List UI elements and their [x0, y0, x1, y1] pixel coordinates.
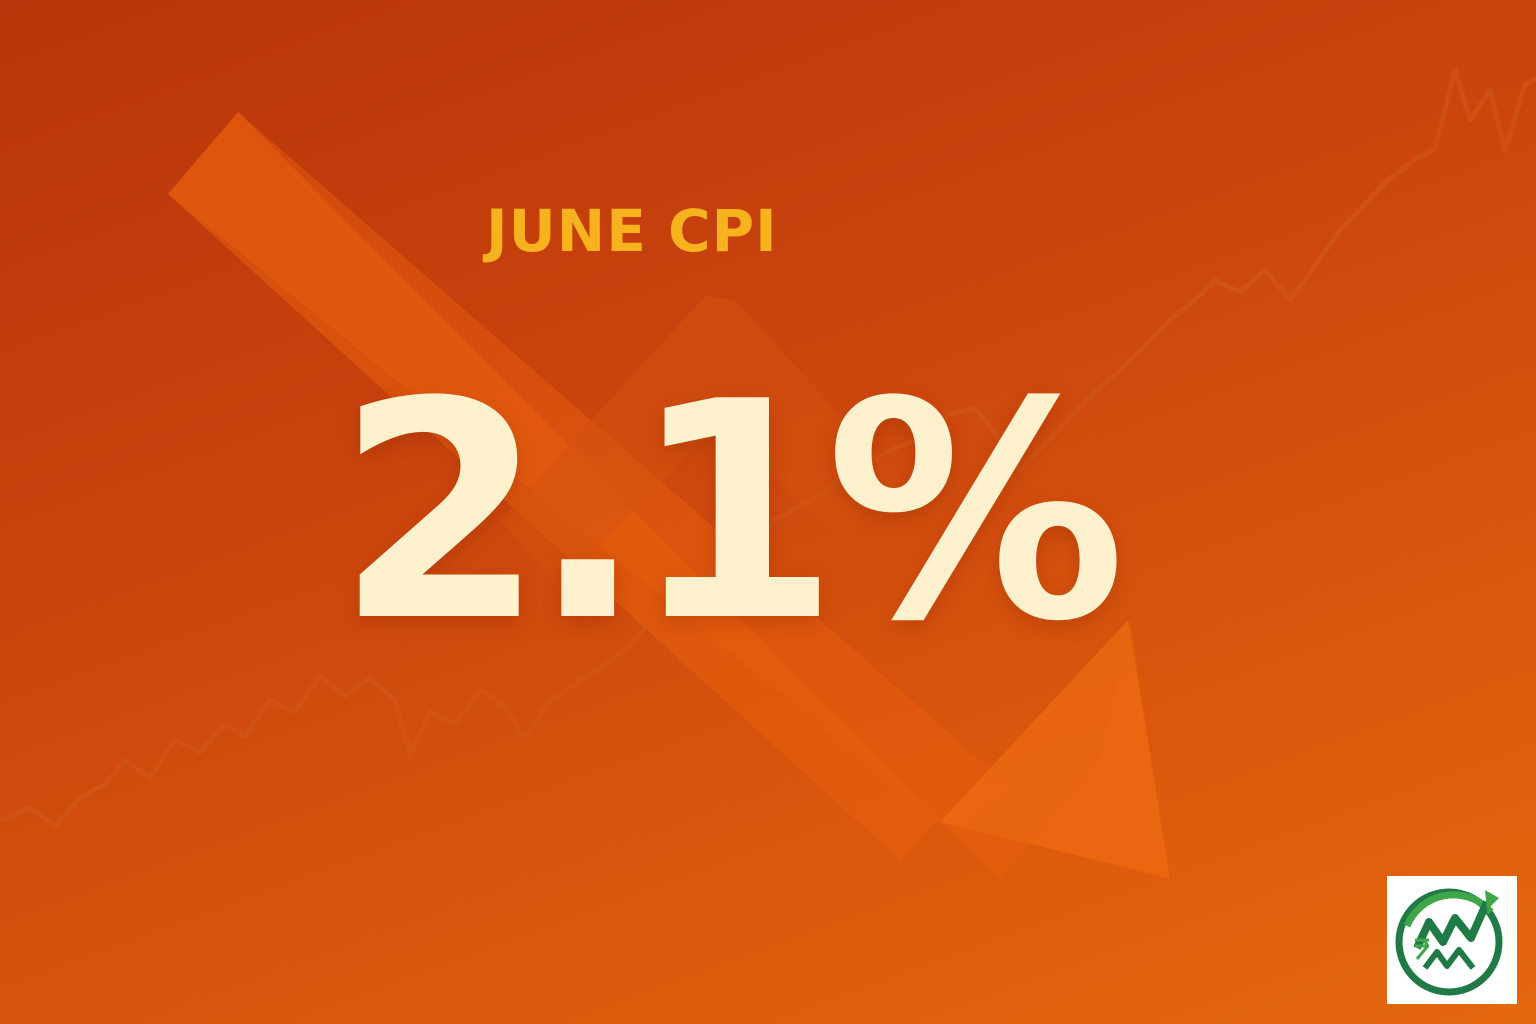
cpi-value: 2.1%	[336, 338, 1126, 687]
trend-down-arrow-icon	[168, 112, 1170, 880]
brand-logo	[1387, 876, 1517, 1004]
market-line-icon	[0, 67, 1536, 829]
brand-logo-icon	[1395, 888, 1503, 996]
chart-title: JUNE CPI	[486, 197, 778, 265]
zigzag-shape	[500, 296, 900, 590]
trend-down-arrowhead	[940, 620, 1170, 878]
